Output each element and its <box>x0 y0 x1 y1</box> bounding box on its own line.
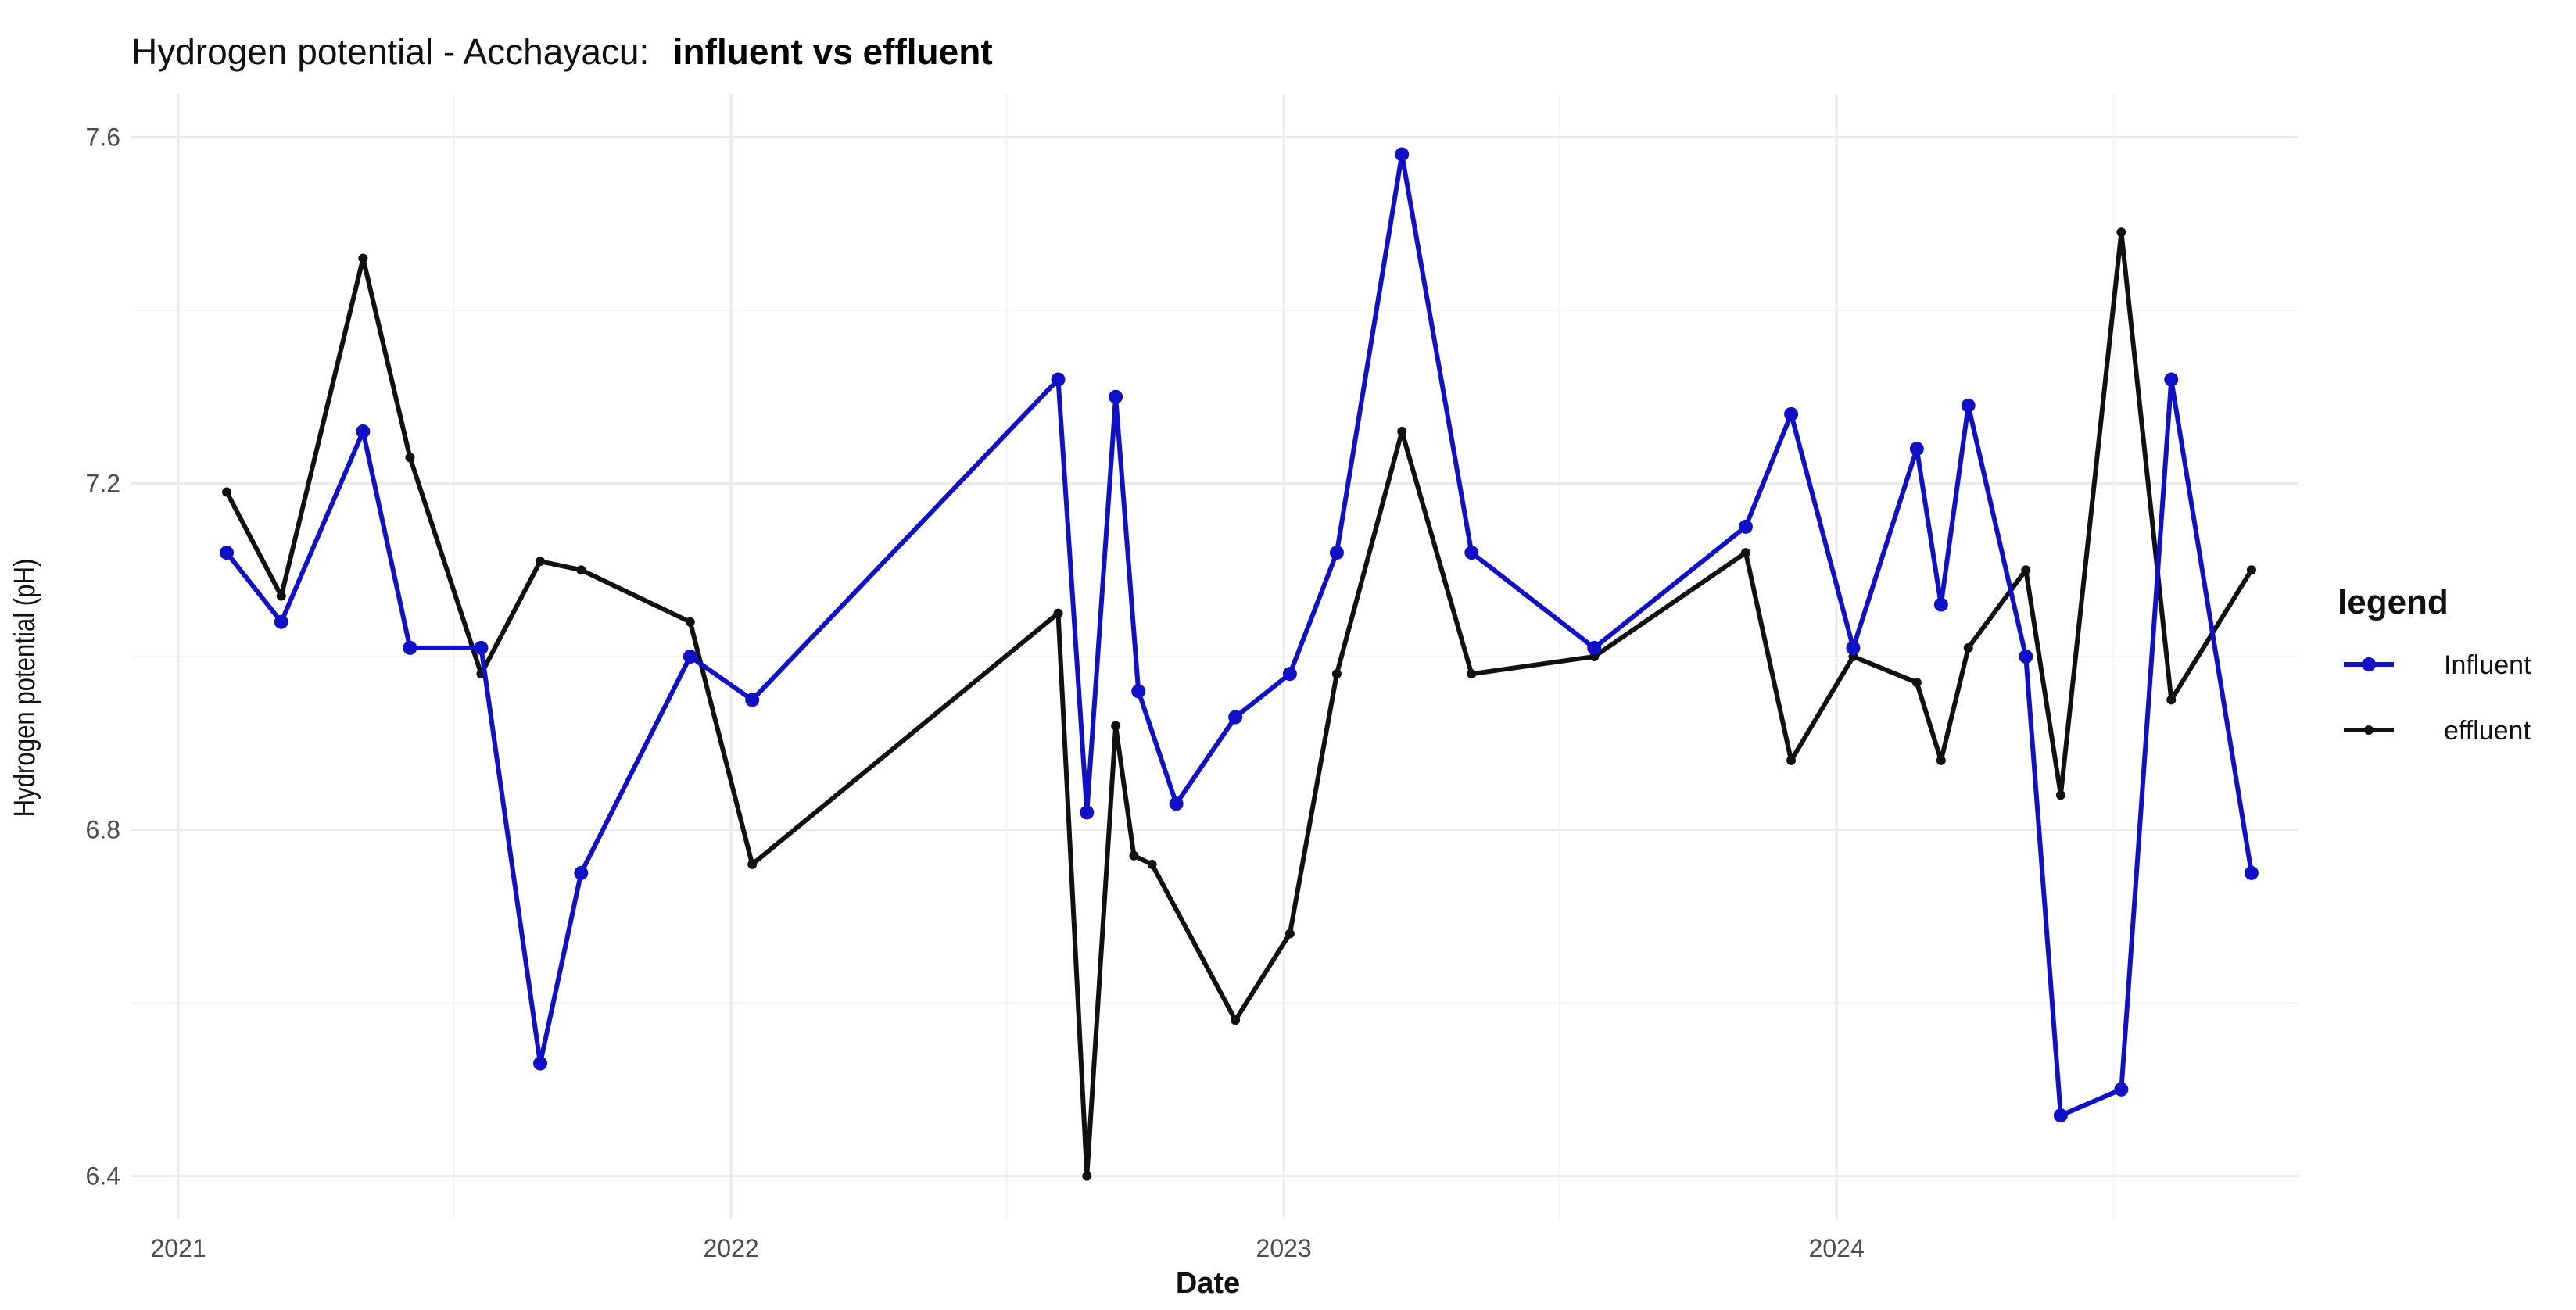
x-axis-label: Date <box>1176 1267 1240 1300</box>
data-point <box>1169 796 1184 811</box>
legend-key-marker <box>2362 657 2376 671</box>
data-point <box>683 650 697 664</box>
data-point <box>1051 372 1066 387</box>
legend-items: Influent effluent <box>2344 650 2531 746</box>
data-point <box>1053 608 1063 618</box>
data-point <box>1129 850 1139 861</box>
data-point <box>1933 597 1948 612</box>
data-point <box>2116 227 2126 238</box>
data-point <box>1395 147 1410 162</box>
data-point <box>356 424 371 438</box>
y-tick-label: 7.2 <box>86 469 120 497</box>
data-point <box>1111 721 1121 731</box>
data-point <box>1467 669 1477 679</box>
legend-label: Influent <box>2444 650 2531 680</box>
data-point <box>2164 372 2179 387</box>
data-point <box>1911 678 1922 688</box>
data-point <box>2055 790 2065 800</box>
data-point <box>1936 755 1946 765</box>
data-point <box>1331 669 1342 679</box>
data-point <box>1738 519 1753 534</box>
data-point <box>1784 406 1799 421</box>
data-point <box>1329 546 1344 560</box>
series-influent <box>220 147 2259 1123</box>
series-effluent <box>222 227 2256 1181</box>
data-point <box>1909 442 1924 456</box>
data-point <box>685 617 695 627</box>
axis-tick-labels: 6.4 6.8 7.2 7.6 2021 2022 2023 2024 <box>86 123 1865 1262</box>
data-point <box>1231 1015 1241 1025</box>
data-point <box>1786 755 1797 765</box>
x-tick-label: 2023 <box>1256 1234 1312 1262</box>
data-point <box>2019 650 2033 664</box>
y-axis-label: Hydrogen potential (pH) <box>9 559 41 818</box>
data-point <box>536 557 546 567</box>
legend-label: effluent <box>2444 716 2531 746</box>
data-point <box>1284 929 1295 939</box>
x-tick-label: 2024 <box>1809 1234 1865 1262</box>
series-lines <box>220 147 2259 1181</box>
data-point <box>747 859 758 869</box>
y-tick-label: 6.8 <box>86 816 120 844</box>
data-point <box>276 591 286 601</box>
series-line <box>224 230 2254 1179</box>
data-point <box>1131 684 1146 699</box>
data-point <box>1080 805 1095 820</box>
chart-title: Hydrogen potential - Acchayacu: influent… <box>131 31 993 72</box>
series-line <box>224 152 2254 1119</box>
data-point <box>1397 427 1407 436</box>
data-point <box>2244 865 2259 880</box>
legend-item-influent: Influent <box>2344 650 2531 680</box>
data-point <box>2053 1108 2068 1123</box>
data-point <box>1282 667 1297 682</box>
data-point <box>405 453 415 463</box>
x-tick-label: 2022 <box>704 1234 759 1262</box>
data-point <box>1464 546 1479 560</box>
data-point <box>2114 1082 2129 1097</box>
data-point <box>274 614 288 629</box>
legend-key-marker <box>2364 725 2374 735</box>
legend-item-effluent: effluent <box>2344 716 2531 746</box>
data-point <box>403 640 417 655</box>
chart-title-emphasis: influent vs effluent <box>673 31 993 72</box>
data-point <box>1228 710 1243 725</box>
data-point <box>2246 565 2256 575</box>
chart-title-main: Hydrogen potential - Acchayacu: <box>131 31 649 72</box>
data-point <box>220 546 235 560</box>
data-point <box>574 865 589 880</box>
data-point <box>1587 640 1602 655</box>
data-point <box>533 1056 548 1071</box>
data-point <box>222 487 232 497</box>
grid-lines <box>131 94 2298 1219</box>
data-point <box>1082 1171 1092 1181</box>
y-tick-label: 7.6 <box>86 123 120 151</box>
data-point <box>2021 565 2031 575</box>
data-point <box>1846 640 1861 655</box>
data-point <box>1147 859 1157 869</box>
legend: legend Influent effluent <box>2338 583 2531 746</box>
legend-title: legend <box>2338 583 2449 621</box>
data-point <box>745 693 760 707</box>
data-point <box>1961 398 1976 413</box>
data-point <box>474 640 489 655</box>
data-point <box>2166 695 2177 705</box>
data-point <box>576 565 586 575</box>
x-tick-label: 2021 <box>150 1234 206 1262</box>
data-point <box>1963 642 1973 653</box>
data-point <box>1740 548 1750 558</box>
data-point <box>1109 389 1123 404</box>
y-tick-label: 6.4 <box>86 1162 120 1190</box>
data-point <box>358 253 368 263</box>
